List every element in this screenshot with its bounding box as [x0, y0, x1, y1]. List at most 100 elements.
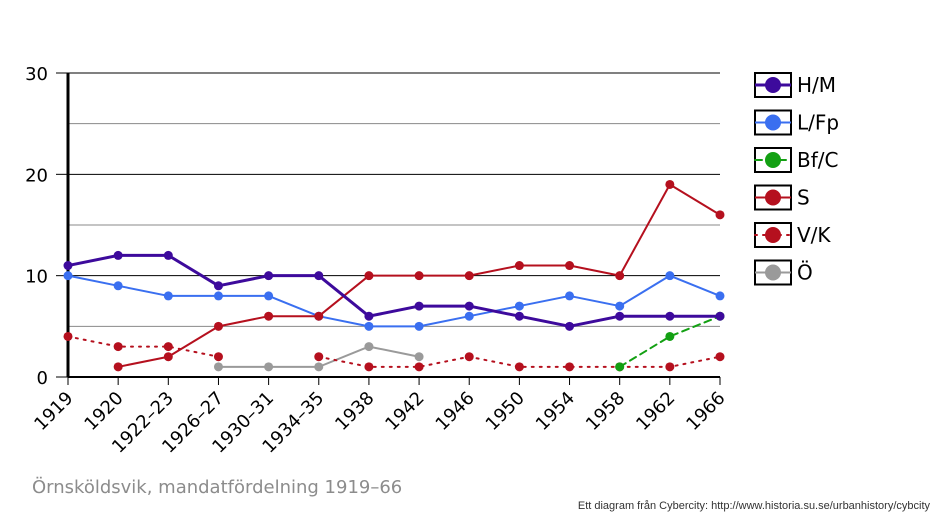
- x-tick-label: 1950: [482, 388, 529, 435]
- x-tick-label: 1966: [682, 388, 729, 435]
- legend-label: L/Fp: [797, 111, 839, 135]
- data-point: [414, 301, 424, 311]
- x-tick-label: 1962: [632, 388, 679, 435]
- data-point: [364, 311, 374, 321]
- data-point: [665, 311, 675, 321]
- legend-swatch-marker: [765, 114, 781, 131]
- data-point: [715, 291, 725, 301]
- source-credit: Ett diagram från Cybercity: http://www.h…: [577, 500, 930, 512]
- data-point: [464, 311, 474, 321]
- data-point: [565, 291, 575, 301]
- data-point: [314, 311, 324, 321]
- x-tick-label: 1946: [432, 388, 479, 435]
- legend-swatch-marker: [765, 152, 781, 168]
- data-point: [314, 352, 324, 362]
- series-: [213, 342, 424, 372]
- data-point: [213, 291, 223, 301]
- legend-swatch-marker: [765, 264, 781, 281]
- legend-label: Bf/C: [797, 148, 838, 172]
- series-line: [67, 274, 721, 328]
- y-tick-label: 20: [25, 165, 48, 186]
- data-point: [715, 210, 725, 220]
- legend-label: H/M: [797, 73, 836, 97]
- data-point: [364, 271, 374, 281]
- legend-item: V/K: [754, 222, 831, 248]
- data-point: [715, 311, 725, 321]
- data-point: [565, 362, 575, 372]
- data-point: [113, 281, 123, 291]
- legend-swatch-marker: [765, 189, 781, 206]
- series-line: [618, 315, 721, 368]
- data-point: [665, 271, 675, 281]
- data-point: [314, 271, 324, 281]
- data-point: [615, 271, 625, 281]
- y-tick-label: 30: [25, 64, 48, 85]
- data-point: [113, 362, 123, 372]
- data-point: [414, 271, 424, 281]
- data-point: [264, 271, 274, 281]
- data-point: [665, 179, 675, 189]
- data-point: [213, 321, 223, 331]
- data-point: [615, 301, 625, 311]
- data-point: [314, 362, 324, 372]
- x-tick-label: 1942: [381, 388, 428, 435]
- data-point: [264, 311, 274, 321]
- legend-item: Bf/C: [754, 147, 838, 173]
- data-point: [464, 271, 474, 281]
- data-point: [565, 321, 575, 331]
- data-point: [163, 250, 173, 260]
- data-point: [213, 352, 223, 362]
- data-point: [364, 362, 374, 372]
- y-tick-label: 0: [37, 368, 48, 389]
- data-point: [414, 362, 424, 372]
- chart-caption: Örnsköldsvik, mandatfördelning 1919–66: [32, 477, 403, 498]
- x-tick-label: 1919: [30, 388, 77, 435]
- data-point: [264, 291, 274, 301]
- data-point: [163, 342, 173, 352]
- data-point: [464, 352, 474, 362]
- data-point: [63, 261, 73, 271]
- data-point: [63, 331, 73, 341]
- data-point: [514, 301, 524, 311]
- gridlines: [68, 72, 720, 327]
- legend: H/M L/Fp Bf/C S V/K Ö: [754, 72, 839, 286]
- data-point: [514, 311, 524, 321]
- data-point: [715, 352, 725, 362]
- data-point: [113, 250, 123, 260]
- x-tick-label: 1958: [582, 388, 629, 435]
- data-point: [364, 342, 374, 352]
- data-point: [264, 362, 274, 372]
- data-point: [615, 311, 625, 321]
- series-line: [67, 253, 720, 328]
- data-point: [514, 362, 524, 372]
- x-tick-label: 1938: [331, 388, 378, 435]
- data-point: [364, 321, 374, 331]
- data-point: [565, 261, 575, 271]
- data-point: [213, 362, 223, 372]
- data-point: [414, 352, 424, 362]
- data-point: [113, 342, 123, 352]
- y-tick-label: 10: [25, 267, 48, 288]
- series-line: [67, 335, 721, 368]
- legend-item: S: [754, 184, 810, 211]
- data-point: [665, 331, 675, 341]
- legend-swatch-marker: [765, 227, 781, 243]
- series-hm: [63, 250, 725, 331]
- legend-label: V/K: [797, 223, 831, 247]
- series-lfp: [63, 271, 725, 331]
- legend-label: S: [797, 186, 810, 210]
- y-axis: 0 10 20 30: [25, 64, 70, 389]
- series-s: [113, 179, 725, 372]
- data-point: [615, 362, 625, 372]
- data-point: [163, 291, 173, 301]
- data-point: [665, 362, 675, 372]
- x-tick-label: 1954: [532, 388, 579, 435]
- legend-swatch-marker: [765, 77, 781, 93]
- data-point: [514, 261, 524, 271]
- data-point: [163, 352, 173, 362]
- legend-item: L/Fp: [754, 109, 839, 136]
- data-point: [213, 281, 223, 291]
- data-point: [464, 301, 474, 311]
